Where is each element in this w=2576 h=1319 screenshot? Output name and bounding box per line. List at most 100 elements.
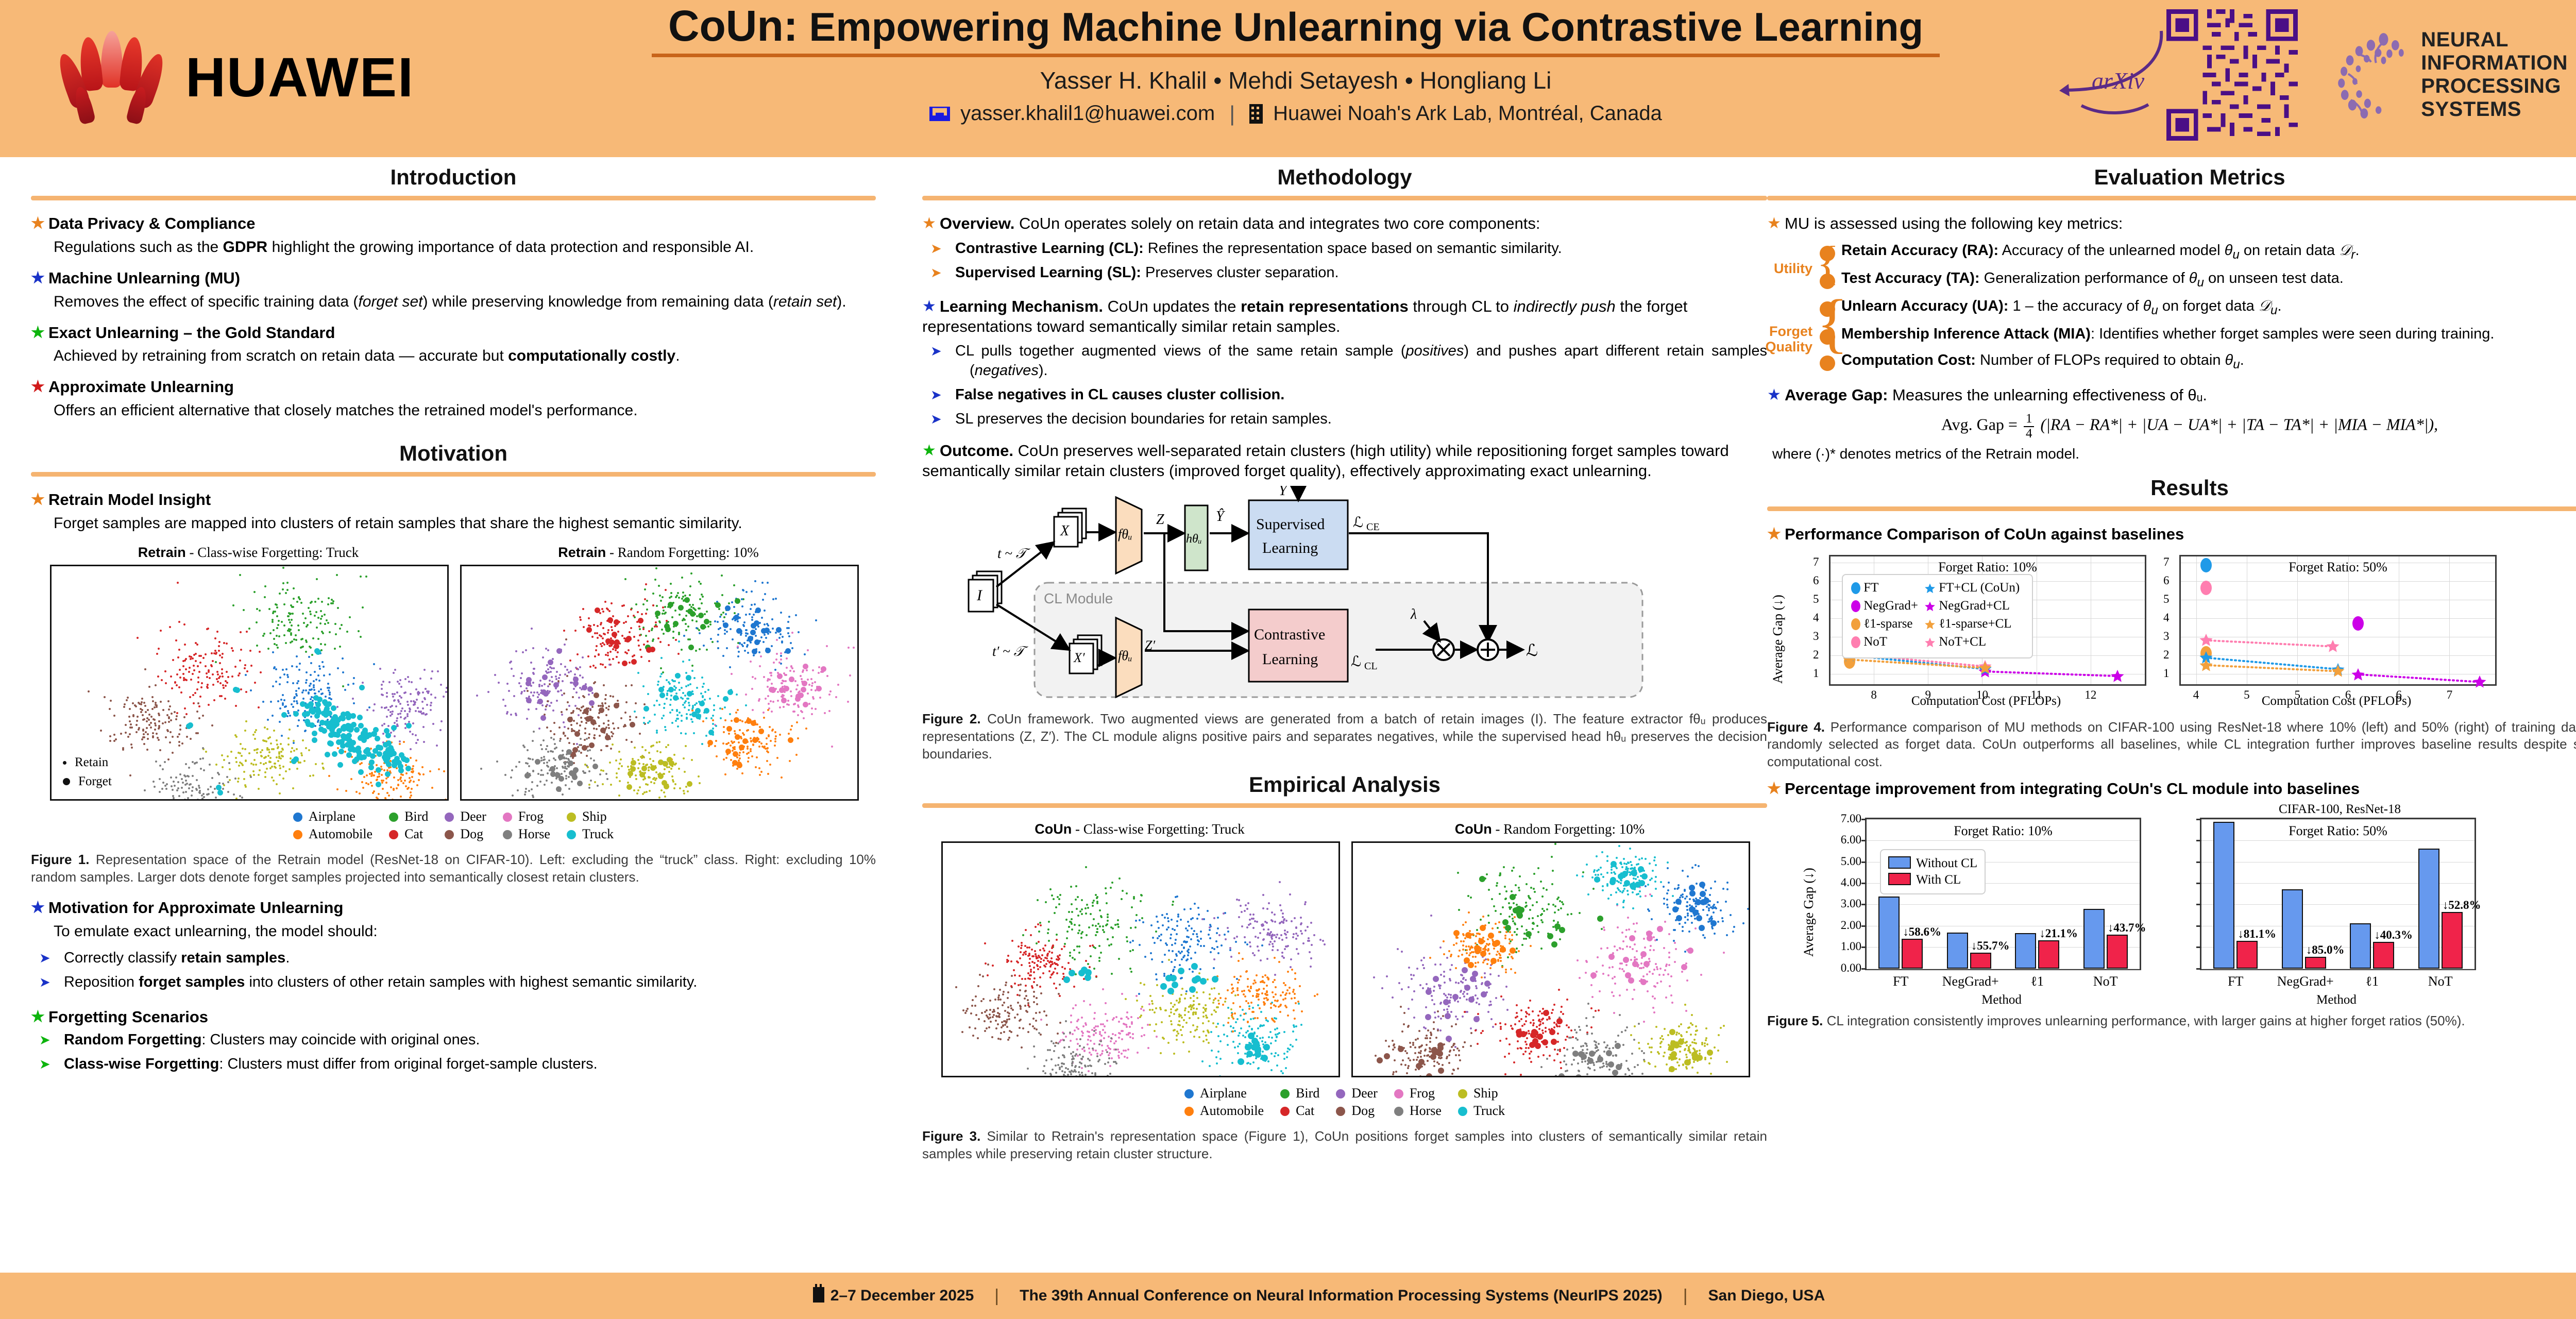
scatter-point [1091, 901, 1094, 904]
scatter-point [613, 727, 616, 730]
scatter-point [1027, 1004, 1029, 1006]
scatter-point [208, 670, 210, 673]
scatter-point [985, 1027, 988, 1030]
scatter-point [560, 663, 562, 665]
contact-email[interactable]: yasser.khalil1@huawei.com [960, 102, 1215, 125]
scatter-point [780, 776, 783, 779]
scatter-point [691, 709, 693, 712]
scatter-point [1107, 914, 1109, 916]
scatter-point [652, 593, 654, 595]
scatter-point [1249, 923, 1252, 925]
scatter-point [1062, 1074, 1065, 1076]
scatter-point [658, 687, 664, 693]
scatter-point [583, 626, 585, 629]
qr-code-icon[interactable] [2166, 9, 2298, 141]
scatter-point [1038, 1031, 1041, 1034]
scatter-point [375, 736, 381, 742]
scatter-point [677, 604, 684, 611]
scatter-point [1190, 957, 1193, 960]
scatter-point [1014, 974, 1016, 977]
scatter-point [730, 628, 732, 631]
scatter-point [206, 672, 208, 674]
scatter-point [298, 668, 301, 671]
scatter-point [1010, 986, 1013, 989]
scatter-point [1050, 1040, 1053, 1043]
scatter-point [1082, 1031, 1084, 1034]
scatter-point [1045, 963, 1048, 966]
scatter-point [393, 672, 395, 674]
scatter-point [1008, 1018, 1010, 1021]
scatter-point [1039, 949, 1041, 952]
scatter-point [543, 783, 546, 786]
scatter-point [768, 725, 771, 728]
scatter-point [655, 771, 657, 774]
scatter-point [1095, 1025, 1097, 1027]
overview-bullet-1: ➤ Supervised Learning (SL): Preserves clu… [930, 264, 1339, 281]
scatter-point [396, 767, 398, 769]
scatter-point [361, 737, 367, 743]
scatter-point [772, 598, 774, 601]
scatter-point [1632, 948, 1634, 950]
scatter-point [605, 734, 611, 740]
scatter-point [596, 636, 599, 639]
scatter-point [751, 755, 753, 757]
scatter-point [1095, 1049, 1097, 1052]
scatter-point [1251, 1006, 1254, 1009]
scatter-point [647, 783, 649, 786]
scatter-point [309, 613, 312, 616]
scatter-point [1106, 923, 1109, 925]
scatter-point [294, 634, 297, 637]
scatter-point [672, 695, 679, 701]
scatter-point [273, 666, 276, 668]
scatter-point [755, 766, 757, 768]
scatter-point [1227, 1043, 1229, 1046]
scatter-point [1181, 1034, 1183, 1036]
scatter-point [591, 706, 594, 708]
scatter-point [725, 631, 728, 633]
scatter-point [440, 720, 443, 722]
scatter-point [1257, 950, 1260, 952]
scatter-point [1049, 966, 1052, 968]
scatter-point [770, 740, 772, 742]
scatter-point [975, 1013, 978, 1016]
scatter-point [785, 657, 788, 660]
scatter-point [1279, 922, 1281, 924]
scatter-point [221, 754, 223, 757]
arxiv-label[interactable]: arXiv [2092, 67, 2145, 94]
scatter-point [287, 676, 290, 679]
scatter-point [1292, 988, 1295, 991]
scatter-point [173, 780, 175, 783]
scatter-point [1215, 932, 1218, 934]
scatter-point [1648, 957, 1650, 960]
scatter-point [303, 760, 306, 763]
scatter-point [795, 753, 798, 756]
scatter-point [796, 737, 799, 740]
scatter-point [172, 736, 174, 738]
scatter-point [1112, 1017, 1115, 1020]
scatter-point [734, 619, 736, 621]
scatter-point [1059, 995, 1061, 997]
scatter-point [287, 615, 290, 617]
scatter-point [672, 631, 675, 633]
scatter-point [1636, 950, 1638, 953]
scatter-point [1295, 926, 1298, 928]
scatter-point [616, 656, 618, 658]
scatter-point [553, 738, 555, 740]
scatter-point [1282, 957, 1285, 959]
scatter-point [1206, 978, 1209, 980]
scatter-point [320, 642, 323, 645]
scatter-point [1047, 928, 1049, 931]
scatter-point [1209, 924, 1211, 926]
scatter-point [189, 783, 192, 785]
scatter-point [1123, 1049, 1125, 1052]
scatter-point [1596, 956, 1599, 959]
scatter-point [993, 1010, 995, 1012]
scatter-point [1281, 991, 1284, 994]
scatter-point [637, 759, 639, 762]
scatter-point [605, 745, 607, 748]
scatter-point [646, 764, 648, 766]
scatter-point [232, 793, 235, 796]
scatter-point [205, 750, 208, 753]
scatter-point [630, 741, 633, 743]
scatter-point [589, 779, 592, 782]
